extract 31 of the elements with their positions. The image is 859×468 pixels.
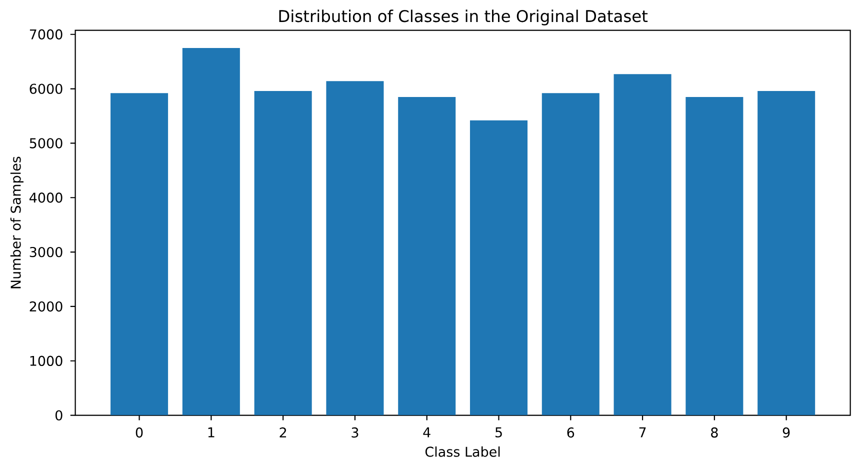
y-tick-label: 3000 — [30, 246, 62, 258]
y-tick-label: 7000 — [30, 29, 62, 40]
bar — [614, 74, 672, 416]
x-axis-title: Class Label — [425, 446, 500, 457]
chart-title: Distribution of Classes in the Original Dataset — [279, 10, 648, 26]
y-tick-label: 0 — [56, 410, 62, 420]
x-tick-label: 2 — [280, 427, 286, 438]
y-tick-label: 1000 — [30, 356, 62, 366]
x-tick-label: 9 — [782, 427, 790, 438]
bar — [470, 120, 528, 416]
y-tick-label: 5000 — [30, 138, 62, 148]
y-axis-title: Number of Samples — [10, 156, 24, 288]
x-tick-label: 1 — [208, 427, 214, 438]
x-tick-label: 7 — [639, 427, 646, 438]
bar — [254, 90, 312, 416]
y-tick-label: 6000 — [30, 84, 62, 94]
bar — [326, 81, 384, 416]
bar — [110, 93, 168, 416]
x-tick-label: 3 — [352, 427, 358, 438]
y-tick-label: 2000 — [30, 301, 62, 312]
x-tick-label: 6 — [567, 427, 574, 438]
bar — [758, 90, 816, 416]
y-tick-label: 4000 — [30, 192, 62, 203]
x-tick-label: 0 — [136, 427, 143, 438]
bar — [686, 96, 744, 416]
bar — [182, 48, 240, 416]
x-tick-label: 5 — [496, 427, 502, 438]
bar — [398, 96, 456, 416]
x-tick-label: 4 — [423, 427, 430, 438]
bar — [542, 93, 600, 416]
x-tick-label: 8 — [711, 427, 718, 438]
